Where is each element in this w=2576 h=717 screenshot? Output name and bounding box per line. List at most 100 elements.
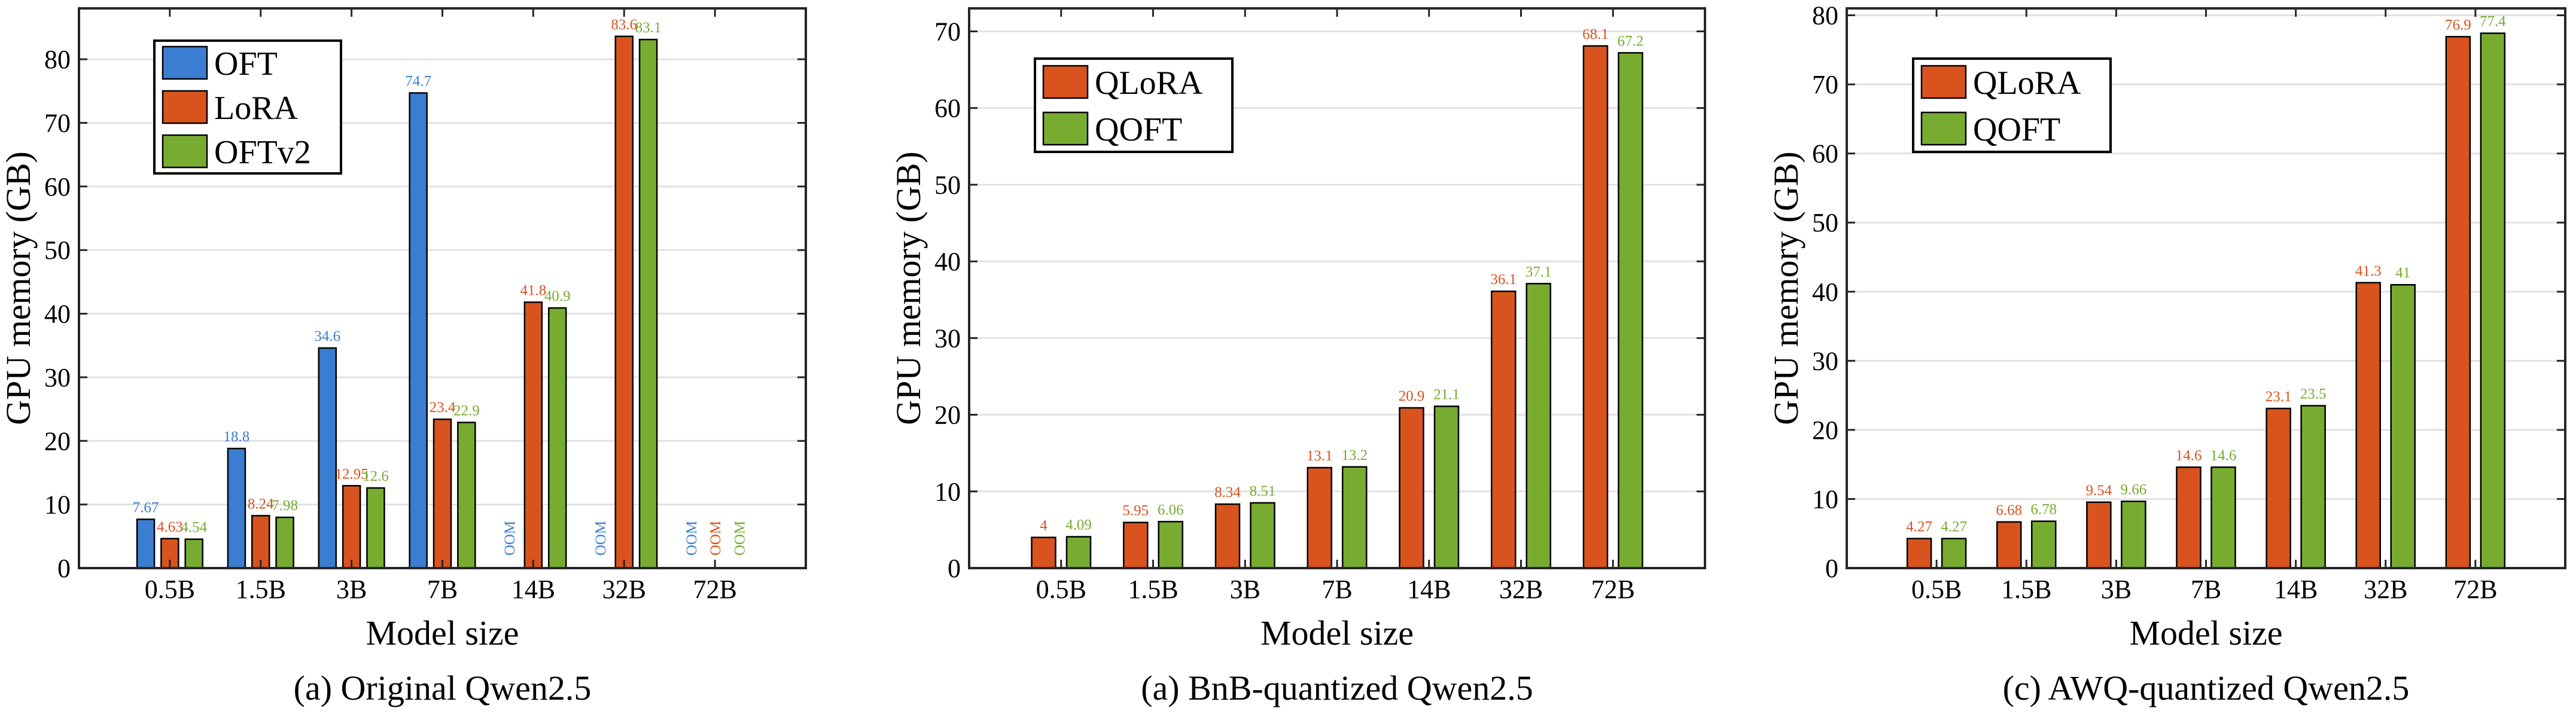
data-label: 12.95 bbox=[335, 466, 369, 482]
x-tick-label: 1.5B bbox=[1128, 575, 1178, 604]
legend-label: LoRA bbox=[214, 90, 299, 127]
y-tick-label: 70 bbox=[44, 108, 71, 138]
x-tick-label: 7B bbox=[427, 575, 458, 604]
bar-oft-0.5b bbox=[136, 518, 156, 569]
bar-lora-32b bbox=[614, 35, 634, 569]
x-tick-label: 32B bbox=[2364, 575, 2407, 604]
legend-swatch-oftv2 bbox=[162, 134, 208, 169]
legend-label: QOFT bbox=[1973, 111, 2060, 148]
y-tick-label: 30 bbox=[44, 363, 71, 392]
y-tick-label: 30 bbox=[934, 324, 961, 353]
y-axis-title: GPU memory (GB) bbox=[0, 151, 38, 425]
y-tick-label: 60 bbox=[1812, 139, 1838, 169]
data-label: 41.3 bbox=[2355, 263, 2382, 279]
data-label: 4.27 bbox=[1906, 519, 1932, 535]
data-label: 7.67 bbox=[133, 499, 159, 515]
data-label: 21.1 bbox=[1433, 386, 1460, 402]
bar-qlora-72b bbox=[2445, 36, 2471, 569]
y-tick-label: 10 bbox=[1812, 484, 1838, 514]
bar-qlora-7b bbox=[1307, 466, 1332, 569]
bar-lora-7b bbox=[433, 418, 452, 569]
data-label: 4.27 bbox=[1941, 519, 1967, 535]
data-label: 40.9 bbox=[544, 288, 571, 304]
bar-qoft-14b bbox=[1433, 405, 1460, 569]
y-tick-label: 50 bbox=[934, 170, 961, 200]
y-tick-label: 80 bbox=[1812, 1, 1838, 30]
bar-qoft-1.5b bbox=[2031, 520, 2057, 569]
y-tick-label: 0 bbox=[948, 554, 961, 583]
oom-label: OOM bbox=[502, 521, 518, 556]
data-label: 13.2 bbox=[1341, 447, 1368, 463]
y-tick-label: 40 bbox=[934, 247, 961, 276]
legend-swatch-qoft bbox=[1042, 111, 1089, 146]
data-label: 8.34 bbox=[1214, 484, 1241, 501]
chart-panel-3: 4.27 6.68 9.54 14.6 23.1 41.3 76.9 4.27 6.78 9.66… bbox=[1767, 1, 2566, 707]
y-tick-label: 60 bbox=[934, 94, 961, 123]
data-label: 23.1 bbox=[2266, 389, 2292, 405]
y-tick-label: 40 bbox=[1812, 277, 1838, 307]
data-label: 22.9 bbox=[453, 402, 480, 419]
panel-caption: (c) AWQ-quantized Qwen2.5 bbox=[2003, 669, 2410, 707]
data-label: 9.66 bbox=[2121, 481, 2147, 498]
x-tick-label: 72B bbox=[1591, 575, 1635, 604]
bar-qoft-0.5b bbox=[1941, 538, 1967, 569]
bar-qoft-3b bbox=[2121, 501, 2146, 569]
y-tick-label: 20 bbox=[934, 401, 961, 430]
data-label: 41.8 bbox=[520, 282, 547, 298]
data-label: 14.6 bbox=[2210, 447, 2237, 463]
legend: OFT LoRA OFTv2 bbox=[153, 39, 342, 175]
data-label: 4.63 bbox=[157, 519, 183, 535]
bar-qoft-32b bbox=[2390, 283, 2416, 569]
x-tick-label: 32B bbox=[602, 575, 646, 604]
data-label: 18.8 bbox=[224, 429, 250, 445]
bar-qoft-0.5b bbox=[1065, 536, 1092, 569]
data-label: 74.7 bbox=[405, 73, 431, 89]
legend-label: QLoRA bbox=[1095, 65, 1203, 102]
data-label: 6.68 bbox=[1996, 502, 2022, 518]
x-tick-label: 32B bbox=[1499, 575, 1543, 604]
legend-label: OFT bbox=[214, 45, 278, 83]
y-tick-label: 20 bbox=[44, 426, 71, 456]
data-label: 67.2 bbox=[1618, 33, 1644, 49]
data-label: 13.1 bbox=[1307, 448, 1333, 464]
y-tick-label: 40 bbox=[44, 300, 71, 329]
y-tick-label: 80 bbox=[44, 45, 71, 74]
bar-qlora-32b bbox=[2355, 282, 2381, 569]
legend: QLoRA QOFT bbox=[1034, 57, 1234, 153]
oom-label: OOM bbox=[732, 521, 748, 556]
chart-panel-2: 4 5.95 8.34 13.1 20.9 36.1 68.1 4.09 6.06 8.51 13.… bbox=[889, 7, 1706, 707]
data-label: 5.95 bbox=[1122, 503, 1149, 519]
data-label: 23.4 bbox=[430, 399, 456, 416]
x-axis-title: Model size bbox=[2129, 614, 2282, 652]
data-label: 68.1 bbox=[1582, 26, 1609, 42]
bar-qlora-14b bbox=[2266, 407, 2291, 569]
legend-label: OFTv2 bbox=[214, 134, 311, 171]
bar-oftv2-32b bbox=[638, 38, 658, 569]
bar-qlora-3b bbox=[2086, 501, 2112, 569]
legend-swatch-oft bbox=[162, 45, 208, 80]
legend-swatch-qlora bbox=[1042, 65, 1089, 99]
data-label: 6.06 bbox=[1158, 502, 1184, 518]
x-tick-label: 0.5B bbox=[1036, 575, 1086, 604]
data-label: 4 bbox=[1040, 518, 1048, 534]
bar-qoft-72b bbox=[2480, 32, 2506, 569]
oom-label: OOM bbox=[684, 521, 700, 556]
x-tick-label: 0.5B bbox=[145, 575, 195, 604]
chart-panel-1: 7.67 18.8 34.6 74.7 OOM OOM OOM 4.63 8.24 12.95 23… bbox=[0, 7, 807, 707]
y-tick-label: 0 bbox=[1825, 554, 1838, 583]
x-tick-label: 3B bbox=[336, 575, 367, 604]
data-label: 9.54 bbox=[2086, 483, 2112, 499]
y-tick-label: 60 bbox=[44, 172, 71, 202]
x-tick-label: 3B bbox=[2101, 575, 2132, 604]
bar-oftv2-14b bbox=[547, 307, 567, 569]
data-label: 37.1 bbox=[1525, 264, 1552, 280]
bar-oftv2-1.5b bbox=[275, 516, 294, 569]
legend-swatch-qlora bbox=[1920, 65, 1967, 99]
y-tick-label: 50 bbox=[44, 236, 71, 265]
bar-qlora-3b bbox=[1214, 503, 1241, 569]
data-label: 8.51 bbox=[1250, 483, 1276, 499]
x-tick-label: 14B bbox=[1407, 575, 1451, 604]
data-label: 8.24 bbox=[248, 496, 274, 512]
